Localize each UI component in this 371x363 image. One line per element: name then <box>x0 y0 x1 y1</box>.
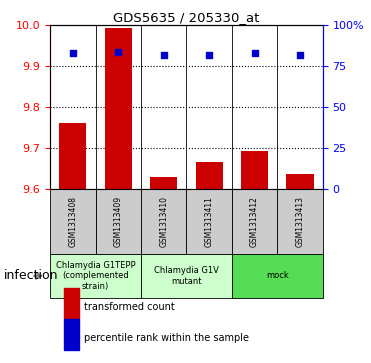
Bar <box>59 123 86 189</box>
Text: GSM1313412: GSM1313412 <box>250 196 259 247</box>
Bar <box>196 162 223 189</box>
Text: GSM1313408: GSM1313408 <box>68 196 77 247</box>
Bar <box>241 151 268 189</box>
Bar <box>187 189 232 254</box>
Text: infection: infection <box>4 269 58 282</box>
Text: mock: mock <box>266 272 289 280</box>
Point <box>70 50 76 56</box>
Text: Chlamydia G1TEPP
(complemented
strain): Chlamydia G1TEPP (complemented strain) <box>56 261 135 291</box>
Bar <box>64 319 79 350</box>
Bar <box>64 288 79 319</box>
Text: GSM1313410: GSM1313410 <box>159 196 168 247</box>
Point <box>297 52 303 58</box>
Bar <box>96 189 141 254</box>
Point <box>161 52 167 58</box>
Bar <box>141 254 232 298</box>
Bar <box>105 28 132 189</box>
Bar <box>50 254 141 298</box>
Bar <box>278 189 323 254</box>
Text: GSM1313409: GSM1313409 <box>114 196 123 247</box>
Point <box>115 49 121 54</box>
Point <box>206 52 212 58</box>
Text: percentile rank within the sample: percentile rank within the sample <box>84 333 249 343</box>
Text: Chlamydia G1V
mutant: Chlamydia G1V mutant <box>154 266 219 286</box>
Bar <box>232 254 323 298</box>
Bar <box>141 189 187 254</box>
Bar <box>286 175 314 189</box>
Point <box>252 50 257 56</box>
Bar <box>232 189 278 254</box>
Bar <box>50 189 96 254</box>
Bar <box>150 178 177 189</box>
Title: GDS5635 / 205330_at: GDS5635 / 205330_at <box>113 11 260 24</box>
Text: transformed count: transformed count <box>84 302 175 312</box>
Text: GSM1313413: GSM1313413 <box>296 196 305 247</box>
Text: GSM1313411: GSM1313411 <box>205 196 214 247</box>
